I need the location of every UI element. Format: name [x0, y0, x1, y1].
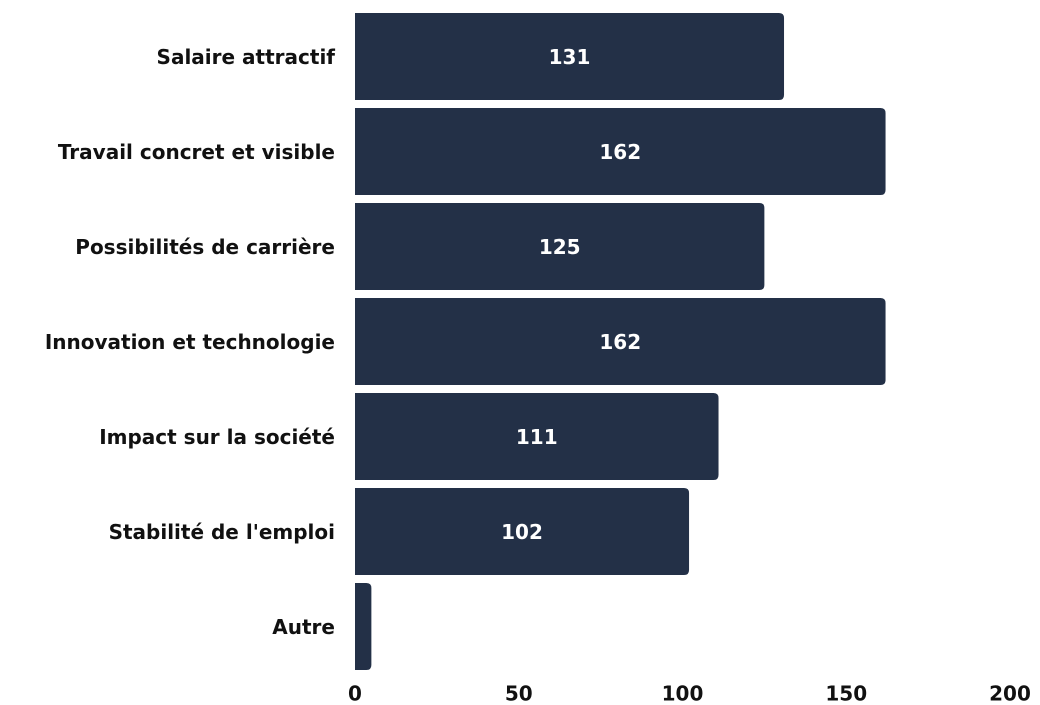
x-tick-label: 150	[825, 682, 867, 705]
y-tick-label: Possibilités de carrière	[75, 235, 335, 259]
y-tick-label: Autre	[272, 615, 335, 639]
y-tick-label: Stabilité de l'emploi	[109, 520, 335, 544]
bar	[355, 488, 690, 575]
y-tick-label: Salaire attractif	[157, 45, 336, 69]
bar	[355, 298, 886, 385]
value-label: 131	[549, 45, 591, 69]
value-label: 111	[516, 425, 558, 449]
value-label: 102	[501, 520, 543, 544]
bar	[355, 108, 886, 195]
bar	[355, 203, 765, 290]
y-tick-label: Travail concret et visible	[58, 140, 335, 164]
x-tick-label: 100	[662, 682, 704, 705]
x-tick-label: 200	[989, 682, 1031, 705]
value-label: 162	[599, 330, 641, 354]
y-tick-label: Innovation et technologie	[45, 330, 335, 354]
bar	[355, 393, 719, 480]
bar	[355, 583, 372, 670]
x-tick-label: 0	[348, 682, 362, 705]
value-label: 162	[599, 140, 641, 164]
y-tick-label: Impact sur la société	[99, 425, 335, 449]
x-tick-label: 50	[505, 682, 533, 705]
bar	[355, 13, 785, 100]
value-label: 125	[539, 235, 581, 259]
